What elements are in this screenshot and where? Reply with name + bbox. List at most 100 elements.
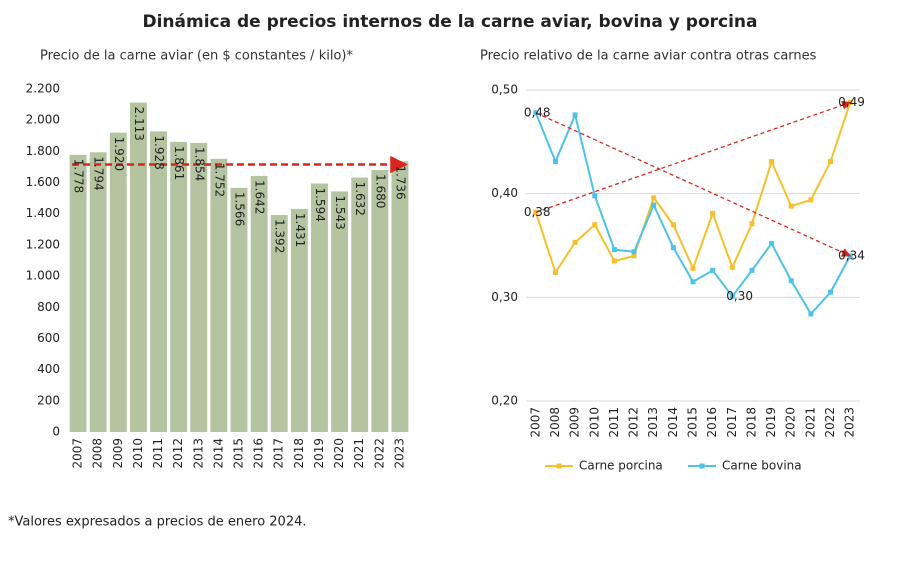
point [552, 269, 558, 275]
bar [210, 158, 228, 432]
x-tick-label: 2019 [764, 407, 778, 438]
x-tick-label: 2013 [191, 438, 205, 469]
data-label: 0,48 [524, 105, 551, 119]
x-tick-label: 2020 [784, 407, 798, 438]
data-label: 1.752 [212, 163, 226, 197]
bar [230, 187, 248, 432]
data-label: 1.566 [233, 192, 247, 226]
y-tick-label: 2.200 [26, 82, 60, 96]
x-tick-label: 2019 [312, 438, 326, 469]
point [788, 203, 794, 209]
x-tick-label: 2016 [252, 438, 266, 469]
x-tick-label: 2008 [548, 407, 562, 438]
point [808, 197, 814, 203]
bar [391, 161, 409, 433]
y-tick-label: 1.600 [26, 175, 60, 189]
x-tick-label: 2016 [705, 407, 719, 438]
y-tick-label: 0,20 [491, 394, 518, 408]
bar [170, 141, 188, 432]
x-tick-label: 2007 [71, 438, 85, 469]
data-label: 1.778 [72, 159, 86, 193]
data-label: 1.431 [293, 213, 307, 247]
legend-marker [699, 463, 705, 469]
point [690, 265, 696, 271]
point [788, 278, 794, 284]
point [828, 289, 834, 295]
bar [250, 175, 268, 433]
y-tick-label: 0,30 [491, 290, 518, 304]
bar [371, 170, 389, 432]
data-label: 1.680 [373, 174, 387, 208]
data-label: 2.113 [132, 107, 146, 141]
data-label: 0,34 [838, 248, 865, 262]
point [611, 247, 617, 253]
chart-title: Precio relativo de la carne aviar contra… [480, 49, 817, 64]
bar [69, 154, 87, 432]
x-tick-label: 2023 [392, 438, 406, 469]
x-tick-label: 2007 [528, 407, 542, 438]
point [828, 159, 834, 165]
point [592, 193, 598, 199]
y-tick-label: 800 [37, 300, 60, 314]
point [690, 279, 696, 285]
footnote: *Valores expresados a precios de enero 2… [8, 515, 307, 530]
x-tick-label: 2013 [646, 407, 660, 438]
x-tick-label: 2022 [823, 407, 837, 438]
bar [290, 208, 308, 432]
data-label: 1.920 [112, 137, 126, 171]
y-tick-label: 0,40 [491, 186, 518, 200]
x-tick-label: 2021 [803, 407, 817, 438]
point [631, 253, 637, 259]
y-tick-label: 0 [52, 425, 60, 439]
trend-arrow [535, 100, 852, 213]
legend-label: Carne porcina [579, 459, 663, 473]
legend-marker [556, 463, 562, 469]
bar [129, 102, 147, 433]
bar [109, 132, 127, 432]
y-tick-label: 1.000 [26, 269, 60, 283]
x-tick-label: 2018 [292, 438, 306, 469]
y-tick-label: 400 [37, 362, 60, 376]
x-tick-label: 2020 [332, 438, 346, 469]
bar [311, 183, 328, 432]
point [749, 221, 755, 227]
data-label: 1.736 [393, 165, 407, 199]
x-tick-label: 2008 [91, 438, 105, 469]
point [729, 293, 735, 299]
x-tick-label: 2022 [372, 438, 386, 469]
x-tick-label: 2018 [744, 407, 758, 438]
point [710, 210, 716, 216]
x-tick-label: 2021 [352, 438, 366, 469]
point [729, 264, 735, 270]
y-tick-label: 2.000 [26, 113, 60, 127]
point [572, 112, 578, 118]
x-tick-label: 2015 [686, 407, 700, 438]
point [651, 195, 657, 201]
chart-title: Precio de la carne aviar (en $ constante… [40, 49, 353, 64]
point [572, 239, 578, 245]
data-label: 1.392 [273, 219, 287, 253]
bar [270, 214, 288, 432]
bar [331, 191, 349, 432]
data-label: 1.642 [253, 180, 267, 214]
x-tick-label: 2009 [568, 407, 582, 438]
y-tick-label: 1.200 [26, 237, 60, 251]
data-label: 1.854 [192, 147, 206, 181]
x-tick-label: 2017 [725, 407, 739, 438]
x-tick-label: 2011 [607, 407, 621, 438]
bar [351, 177, 369, 432]
data-label: 1.861 [172, 146, 186, 180]
data-label: 1.632 [353, 182, 367, 216]
y-tick-label: 600 [37, 331, 60, 345]
point [808, 311, 814, 317]
x-tick-label: 2010 [587, 407, 601, 438]
x-tick-label: 2014 [211, 438, 225, 469]
point [592, 222, 598, 228]
y-tick-label: 0,50 [491, 83, 518, 97]
x-tick-label: 2014 [666, 407, 680, 438]
bar [190, 142, 208, 432]
point [631, 249, 637, 255]
data-label: 1.928 [152, 135, 166, 169]
point [670, 222, 676, 228]
